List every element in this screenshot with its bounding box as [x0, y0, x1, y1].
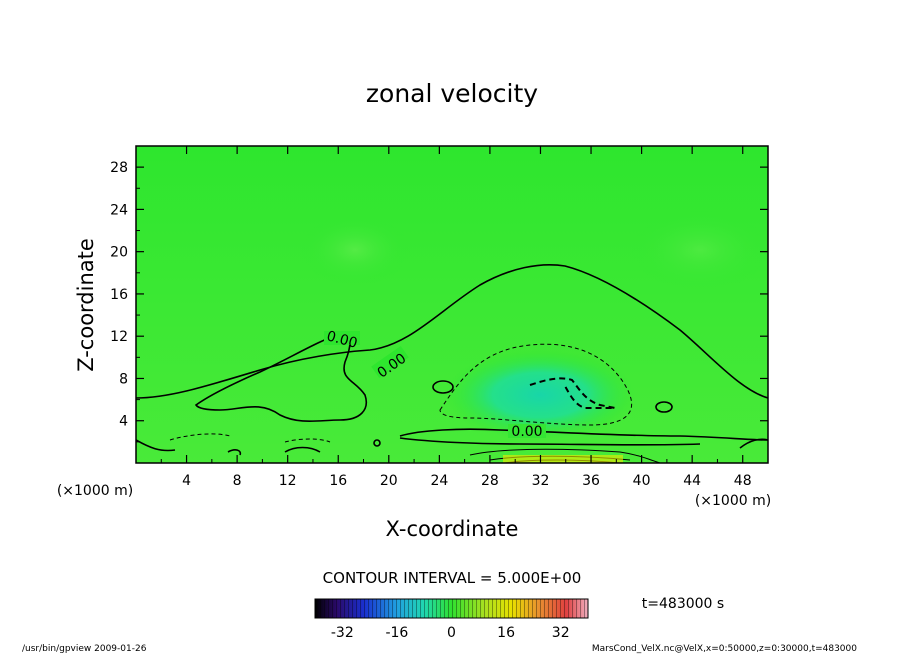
x-axis: 4 8 12 16 20 24 28 32 36 40 44 48 — [160, 146, 752, 489]
contour-interval-label: CONTOUR INTERVAL = 5.000E+00 — [323, 569, 582, 587]
y-tick-label: 24 — [110, 202, 128, 218]
x-axis-label: X-coordinate — [386, 517, 519, 541]
colorbar-ticks: -32 -16 0 16 32 — [331, 625, 570, 641]
x-tick-label: 36 — [582, 473, 600, 489]
x-tick-label: 8 — [233, 473, 242, 489]
contour-label: 0.00 — [325, 328, 359, 352]
y-axis: 4 8 12 16 20 24 28 — [110, 160, 768, 443]
contour-label: 0.00 — [511, 424, 542, 440]
x-unit-label: (×1000 m) — [695, 493, 771, 509]
x-tick-label: 48 — [734, 473, 752, 489]
y-tick-label: 20 — [110, 245, 128, 261]
x-tick-label: 4 — [182, 473, 191, 489]
chart-title: zonal velocity — [366, 79, 538, 108]
x-tick-label: 20 — [380, 473, 398, 489]
footer-right: MarsCond_VelX.nc@VelX,x=0:50000,z=0:3000… — [592, 644, 857, 654]
colorbar-tick-label: -16 — [385, 625, 408, 641]
x-tick-label: 24 — [430, 473, 448, 489]
contour-lines-strong-negative — [529, 377, 616, 409]
x-tick-label: 28 — [481, 473, 499, 489]
y-unit-label: (×1000 m) — [57, 483, 133, 499]
plot-area — [136, 146, 768, 463]
colorbar-tick-label: 0 — [447, 625, 456, 641]
footer-left: /usr/bin/gpview 2009-01-26 — [22, 644, 147, 654]
colorbar-tick-label: -32 — [331, 625, 354, 641]
colorbar — [314, 598, 589, 619]
y-tick-label: 16 — [110, 287, 128, 303]
colorbar-tick-label: 32 — [552, 625, 570, 641]
x-tick-label: 16 — [329, 473, 347, 489]
y-tick-label: 28 — [110, 160, 128, 176]
y-tick-label: 12 — [110, 329, 128, 345]
colorbar-tick-label: 16 — [497, 625, 515, 641]
plot-frame — [135, 145, 769, 464]
x-tick-label: 40 — [633, 473, 651, 489]
x-tick-label: 32 — [532, 473, 550, 489]
y-tick-label: 8 — [119, 371, 128, 387]
time-label: t=483000 s — [642, 596, 724, 612]
x-tick-label: 44 — [683, 473, 701, 489]
y-axis-label: Z-coordinate — [74, 238, 98, 372]
contour-lines — [136, 264, 768, 456]
contour-lines-negative — [169, 343, 633, 443]
y-tick-label: 4 — [119, 414, 128, 430]
x-tick-label: 12 — [279, 473, 297, 489]
